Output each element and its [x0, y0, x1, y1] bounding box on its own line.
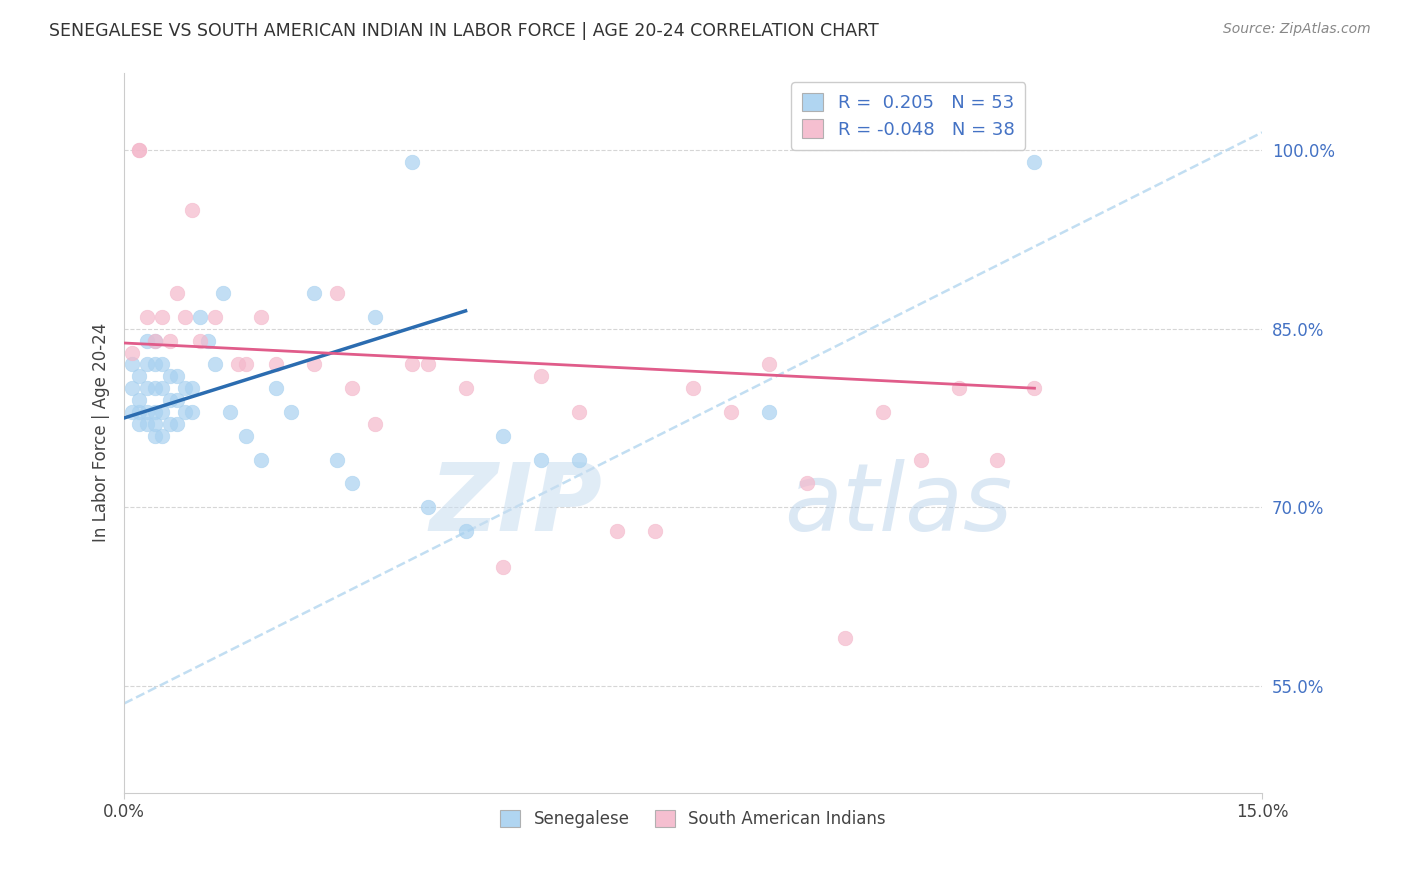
Point	[720, 405, 742, 419]
Point	[340, 381, 363, 395]
Point	[948, 381, 970, 395]
Point	[181, 405, 204, 419]
Point	[128, 143, 150, 157]
Point	[159, 417, 181, 431]
Point	[606, 524, 628, 538]
Point	[219, 405, 242, 419]
Y-axis label: In Labor Force | Age 20-24: In Labor Force | Age 20-24	[93, 323, 110, 542]
Point	[128, 369, 150, 384]
Point	[128, 143, 150, 157]
Point	[136, 381, 159, 395]
Text: atlas: atlas	[785, 459, 1012, 550]
Point	[454, 381, 477, 395]
Point	[166, 369, 188, 384]
Point	[150, 358, 173, 372]
Point	[181, 381, 204, 395]
Text: ZIP: ZIP	[429, 458, 602, 550]
Point	[302, 286, 325, 301]
Point	[143, 429, 166, 443]
Point	[363, 417, 385, 431]
Point	[872, 405, 894, 419]
Point	[454, 524, 477, 538]
Point	[568, 405, 591, 419]
Point	[143, 358, 166, 372]
Point	[249, 310, 271, 324]
Point	[188, 310, 211, 324]
Point	[302, 358, 325, 372]
Point	[121, 345, 143, 359]
Point	[159, 393, 181, 408]
Point	[416, 358, 439, 372]
Point	[340, 476, 363, 491]
Point	[136, 417, 159, 431]
Point	[143, 381, 166, 395]
Point	[150, 310, 173, 324]
Point	[226, 358, 249, 372]
Point	[986, 452, 1008, 467]
Point	[492, 429, 515, 443]
Point	[143, 334, 166, 348]
Point	[136, 405, 159, 419]
Point	[174, 310, 197, 324]
Point	[834, 631, 856, 645]
Point	[416, 500, 439, 515]
Point	[136, 334, 159, 348]
Point	[249, 452, 271, 467]
Point	[530, 369, 553, 384]
Point	[530, 452, 553, 467]
Point	[1024, 381, 1046, 395]
Point	[568, 452, 591, 467]
Point	[121, 358, 143, 372]
Point	[166, 417, 188, 431]
Point	[128, 417, 150, 431]
Point	[128, 405, 150, 419]
Point	[159, 369, 181, 384]
Point	[174, 381, 197, 395]
Point	[682, 381, 704, 395]
Point	[143, 417, 166, 431]
Point	[128, 393, 150, 408]
Point	[150, 381, 173, 395]
Point	[211, 286, 233, 301]
Point	[758, 405, 780, 419]
Point	[136, 310, 159, 324]
Point	[235, 358, 257, 372]
Point	[181, 202, 204, 217]
Point	[143, 334, 166, 348]
Point	[796, 476, 818, 491]
Point	[264, 358, 287, 372]
Point	[204, 358, 226, 372]
Point	[121, 381, 143, 395]
Point	[235, 429, 257, 443]
Point	[166, 393, 188, 408]
Point	[1024, 155, 1046, 169]
Point	[197, 334, 219, 348]
Text: SENEGALESE VS SOUTH AMERICAN INDIAN IN LABOR FORCE | AGE 20-24 CORRELATION CHART: SENEGALESE VS SOUTH AMERICAN INDIAN IN L…	[49, 22, 879, 40]
Point	[143, 405, 166, 419]
Point	[150, 429, 173, 443]
Point	[174, 405, 197, 419]
Point	[166, 286, 188, 301]
Point	[363, 310, 385, 324]
Legend: Senegalese, South American Indians: Senegalese, South American Indians	[494, 803, 893, 835]
Point	[136, 358, 159, 372]
Point	[644, 524, 666, 538]
Point	[150, 405, 173, 419]
Point	[492, 559, 515, 574]
Point	[910, 452, 932, 467]
Point	[325, 286, 347, 301]
Point	[264, 381, 287, 395]
Point	[121, 405, 143, 419]
Point	[401, 155, 423, 169]
Point	[758, 358, 780, 372]
Point	[401, 358, 423, 372]
Point	[188, 334, 211, 348]
Point	[325, 452, 347, 467]
Point	[280, 405, 302, 419]
Point	[159, 334, 181, 348]
Point	[204, 310, 226, 324]
Text: Source: ZipAtlas.com: Source: ZipAtlas.com	[1223, 22, 1371, 37]
